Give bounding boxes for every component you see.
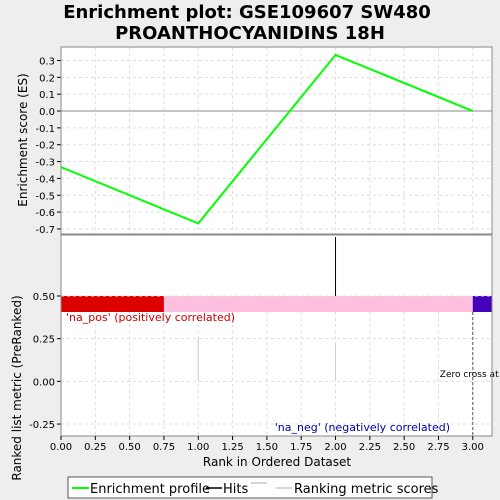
ranking-y-axis: 0.50 0.25 0.00 -0.25 (29, 292, 61, 431)
zero-cross-label: Zero cross at 3 (440, 370, 500, 380)
ranking-series: Zero cross at 3 (197, 312, 500, 436)
es-y-axis: 0.3 0.2 0.1 0.0 -0.1 -0.2 -0.3 -0.4 -0.5 -0.6 -0.7 (35, 56, 61, 236)
rank-x-tick-label: 1.00 (187, 442, 209, 453)
rank-x-tick-label: 0.50 (118, 442, 140, 453)
rank-x-tick-label: 0.75 (153, 442, 175, 453)
es-y-tick-label: 0.3 (39, 56, 55, 67)
negative-correlation-label: 'na_neg' (negatively correlated) (275, 421, 450, 434)
rank-x-axis: 0.00 0.25 0.50 0.75 1.00 1.25 1.50 1.75 2.00 2.25… (50, 436, 484, 453)
es-y-tick-label: -0.2 (35, 141, 55, 152)
es-y-tick-label: 0.2 (39, 73, 55, 84)
rank-x-tick-label: 2.75 (427, 442, 449, 453)
es-grid (60, 47, 492, 234)
ranking-y-tick-label: 0.50 (33, 292, 55, 303)
color-bar-segment (472, 296, 492, 312)
rank-x-tick-label: 2.50 (393, 442, 415, 453)
hits-panel (61, 235, 492, 296)
legend: Enrichment profile Hits Ranking metric s… (67, 476, 439, 499)
rank-color-bar (61, 296, 492, 312)
positive-correlation-label: 'na_pos' (positively correlated) (66, 311, 235, 324)
lower-panels-frame (60, 234, 493, 437)
rank-x-tick-label: 1.25 (221, 442, 243, 453)
es-y-tick-label: -0.7 (35, 225, 55, 236)
chart-title-line-1: Enrichment plot: GSE109607 SW480 (63, 2, 431, 23)
rank-x-tick-label: 0.00 (50, 442, 72, 453)
ranking-y-tick-label: -0.25 (29, 420, 55, 431)
es-y-tick-label: -0.5 (35, 191, 55, 202)
rank-x-axis-label: Rank in Ordered Dataset (203, 455, 351, 469)
rank-x-tick-label: 2.25 (359, 442, 381, 453)
es-y-tick-label: 0.1 (39, 90, 55, 101)
rank-x-tick-label: 1.50 (256, 442, 278, 453)
rank-x-tick-label: 1.75 (290, 442, 312, 453)
ranking-y-tick-label: 0.00 (33, 377, 55, 388)
es-series (60, 53, 474, 225)
es-plot-area (61, 47, 492, 234)
color-bar-segment (61, 296, 164, 312)
es-plot-frame (60, 46, 493, 235)
es-y-tick-label: 0.0 (39, 107, 55, 118)
es-y-tick-label: -0.4 (35, 174, 55, 185)
enrichment-profile-line (60, 53, 474, 225)
rank-x-tick-label: 2.00 (324, 442, 346, 453)
es-y-tick-label: -0.1 (35, 124, 55, 135)
es-y-tick-label: -0.6 (35, 208, 55, 219)
legend-hits: Hits (223, 482, 248, 497)
rank-x-tick-label: 0.25 (84, 442, 106, 453)
rank-x-tick-label: 3.00 (462, 442, 484, 453)
chart-title-line-2: PROANTHOCYANIDINS 18H (115, 23, 385, 44)
legend-box (67, 476, 433, 499)
ranking-plot-area (61, 312, 492, 436)
es-y-axis-label: Enrichment score (ES) (16, 73, 30, 206)
legend-ranking-metric-scores: Ranking metric scores (294, 482, 439, 497)
ranking-y-axis-label: Ranked list metric (PreRanked) (10, 295, 24, 480)
es-y-tick-label: -0.3 (35, 158, 55, 169)
legend-enrichment-profile: Enrichment profile (90, 482, 210, 497)
ranking-y-tick-label: 0.25 (33, 335, 55, 346)
color-bar-segment (163, 296, 473, 312)
